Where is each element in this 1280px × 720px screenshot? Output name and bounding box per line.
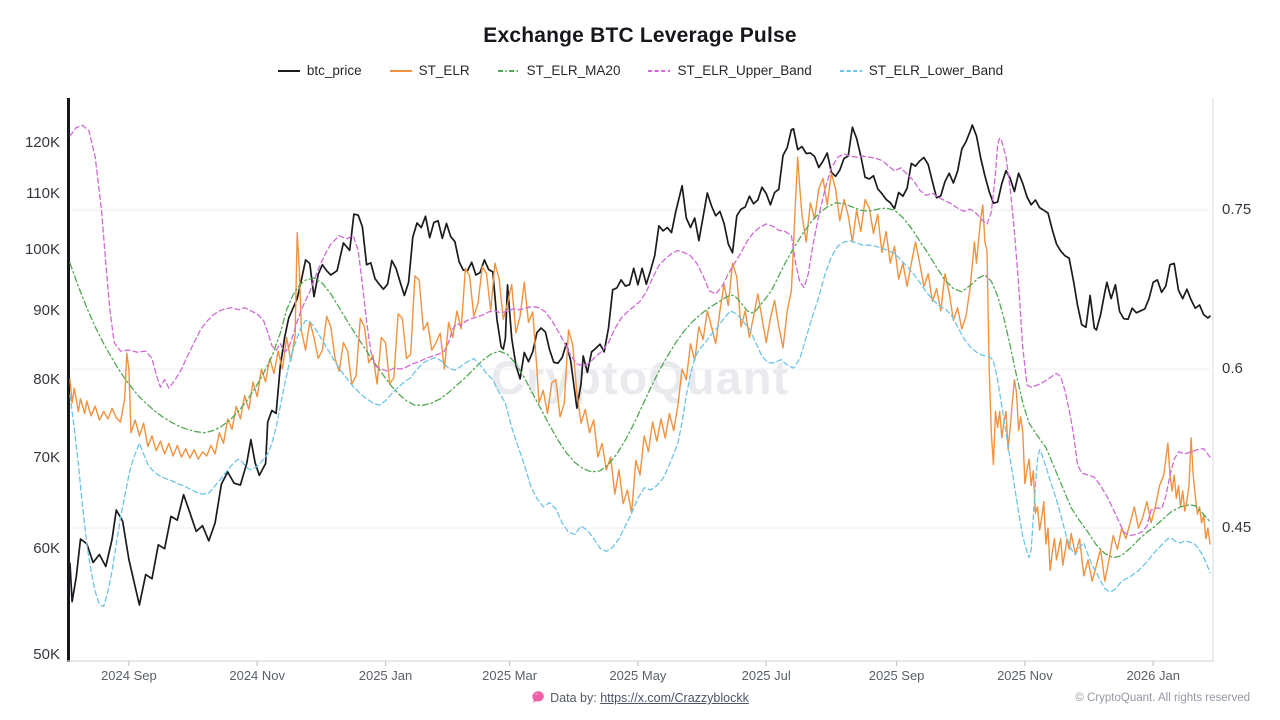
legend-item-btc-price[interactable]: btc_price [277,63,362,78]
legend-label: ST_ELR_Lower_Band [868,63,1004,78]
series-line-ST_ELR [69,156,1211,582]
series-line-ST_ELR_Lower_Band [69,240,1211,608]
legend-swatch-line-icon [389,69,412,72]
x-tick-label: 2025 Nov [997,668,1053,683]
x-tick-label: 2025 Jan [358,668,413,683]
series-line-ST_ELR_MA20 [69,202,1211,559]
y-left-tick-label: 100K [24,240,60,258]
legend-item-st-elr-lower-band[interactable]: ST_ELR_Lower_Band [839,63,1003,78]
legend-label: ST_ELR [418,63,470,78]
x-tick-label: 2025 May [609,668,667,683]
y-left-tick-label: 60K [33,539,60,557]
legend-item-st-elr-ma20[interactable]: ST_ELR_MA20 [497,63,621,78]
y-left-tick-label: 80K [33,371,60,389]
series-line-btc_price [69,124,1211,606]
y-left-tick-label: 90K [33,302,60,320]
copyright-notice: © CryptoQuant. All rights reserved [1075,692,1250,704]
legend-swatch-line-icon [277,69,300,72]
legend-item-st-elr[interactable]: ST_ELR [389,63,470,78]
y-right-tick-label: 0.6 [1222,360,1243,378]
y-left-tick-label: 110K [26,185,60,203]
x-tick-label: 2026 Jan [1126,668,1180,683]
x-tick-label: 2025 Mar [482,668,538,683]
y-left-tick-label: 120K [24,134,60,152]
legend-swatch-dashdot-icon [497,69,520,72]
y-right-tick-label: 0.75 [1222,201,1252,219]
legend-item-st-elr-upper-band[interactable]: ST_ELR_Upper_Band [647,63,812,78]
series-line-ST_ELR_Upper_Band [69,124,1211,537]
x-tick-label: 2025 Sep [868,668,925,683]
y-left-tick-label: 70K [33,449,60,467]
y-right-tick-label: 0.45 [1222,519,1252,537]
legend-label: ST_ELR_MA20 [526,63,621,78]
data-by-link[interactable]: https://x.com/Crazzyblockk [600,691,749,705]
legend-swatch-dashed-icon [839,69,862,72]
pink-speech-bubble-icon [531,690,545,707]
data-by-label: Data by: [550,691,597,705]
x-tick-label: 2025 Jul [741,668,791,683]
legend-label: btc_price [306,63,362,78]
x-tick-label: 2024 Sep [101,668,157,683]
legend-swatch-dashed-icon [648,69,671,72]
x-tick-label: 2024 Nov [229,668,286,683]
y-left-tick-label: 50K [33,646,60,664]
watermark: CryptoQuant [490,351,790,404]
footer-attribution: Data by: https://x.com/Crazzyblockk [0,690,1280,707]
chart-title: Exchange BTC Leverage Pulse [483,24,797,47]
legend: btc_price ST_ELR ST_ELR_MA20 ST_ELR_Uppe… [0,63,1280,78]
legend-label: ST_ELR_Upper_Band [677,63,812,78]
